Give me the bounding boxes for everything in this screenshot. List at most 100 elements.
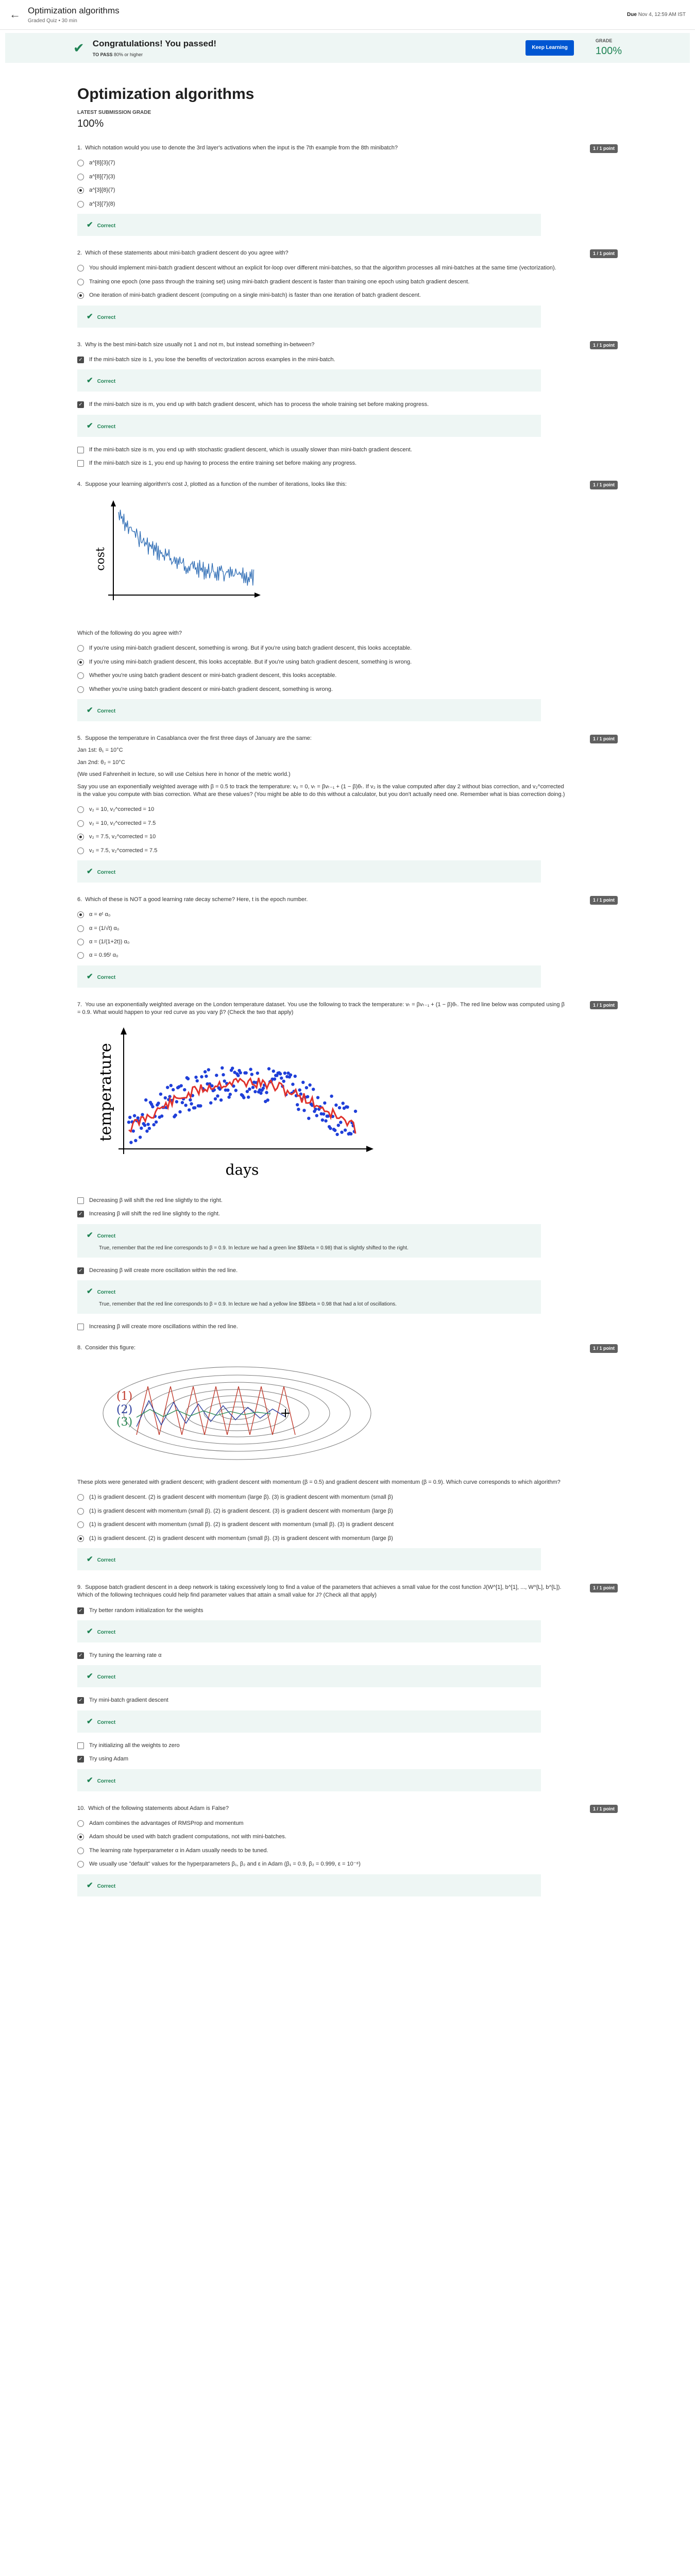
option-label: Decreasing β will shift the red line sli… (89, 1197, 223, 1204)
checkbox[interactable]: ✓ (77, 1652, 84, 1659)
checkbox[interactable] (77, 460, 84, 467)
answer-option[interactable]: ✓ Decreasing β will create more oscillati… (77, 1267, 566, 1275)
answer-option[interactable]: α = eᵗ α₀ (77, 911, 566, 919)
radio-button[interactable] (77, 1861, 84, 1868)
answer-option[interactable]: (1) is gradient descent. (2) is gradient… (77, 1494, 566, 1501)
data-point (329, 1126, 332, 1130)
points-badge: 1 / 1 point (589, 1804, 618, 1814)
answer-option[interactable]: (1) is gradient descent. (2) is gradient… (77, 1535, 566, 1543)
radio-button[interactable] (77, 820, 84, 827)
option-label: Try tuning the learning rate α (89, 1652, 162, 1659)
answer-option[interactable]: Training one epoch (one pass through the… (77, 278, 566, 286)
points-badge: 1 / 1 point (589, 144, 618, 153)
radio-button[interactable] (77, 1535, 84, 1542)
radio-button[interactable] (77, 686, 84, 693)
radio-button[interactable] (77, 939, 84, 946)
checkbox[interactable] (77, 1742, 84, 1749)
radio-button[interactable] (77, 1834, 84, 1841)
answer-option[interactable]: (1) is gradient descent with momentum (s… (77, 1521, 566, 1529)
radio-button[interactable] (77, 1521, 84, 1529)
answer-option[interactable]: (1) is gradient descent with momentum (s… (77, 1507, 566, 1515)
radio-button[interactable] (77, 847, 84, 854)
radio-button[interactable] (77, 645, 84, 652)
answer-option[interactable]: v₂ = 10, v₂^corrected = 7.5 (77, 820, 566, 827)
check-icon: ✔ (73, 40, 84, 56)
radio-button[interactable] (77, 658, 84, 666)
checkbox[interactable]: ✓ (77, 1756, 84, 1763)
answer-option[interactable]: ✓ Try tuning the learning rate α (77, 1652, 566, 1659)
answer-option[interactable]: v₂ = 7.5, v₂^corrected = 10 (77, 833, 566, 841)
data-point (166, 1086, 169, 1089)
points-badge: 1 / 1 point (589, 1344, 618, 1353)
answer-option[interactable]: Try initializing all the weights to zero (77, 1742, 566, 1750)
answer-option[interactable]: a^[8]{7}(3) (77, 173, 566, 181)
answer-option[interactable]: v₂ = 7.5, v₂^corrected = 7.5 (77, 847, 566, 855)
answer-option[interactable]: α = (1/√t) α₀ (77, 925, 566, 933)
data-point (326, 1114, 330, 1118)
radio-button[interactable] (77, 173, 84, 180)
answer-option[interactable]: a^[3]{8}(7) (77, 187, 566, 194)
answer-option[interactable]: Increasing β will create more oscillatio… (77, 1323, 566, 1331)
answer-option[interactable]: If you're using mini-batch gradient desc… (77, 645, 566, 652)
radio-button[interactable] (77, 187, 84, 194)
radio-button[interactable] (77, 200, 84, 208)
checkbox[interactable] (77, 446, 84, 453)
answer-option[interactable]: α = (1/(1+2t)) α₀ (77, 938, 566, 946)
radio-button[interactable] (77, 925, 84, 932)
radio-button[interactable] (77, 1494, 84, 1501)
checkbox[interactable] (77, 1197, 84, 1204)
radio-button[interactable] (77, 672, 84, 680)
radio-button[interactable] (77, 292, 84, 299)
answer-option[interactable]: ✓ Increasing β will shift the red line sl… (77, 1210, 566, 1218)
question-prompt: Consider this figure: (85, 1345, 136, 1351)
answer-option[interactable]: ✓ Try better random initialization for th… (77, 1607, 566, 1615)
answer-option[interactable]: ✓ If the mini-batch size is m, you end up… (77, 401, 566, 409)
answer-option[interactable]: v₂ = 10, v₂^corrected = 10 (77, 806, 566, 814)
keep-learning-button[interactable]: Keep Learning (526, 40, 574, 56)
answer-option[interactable]: Whether you're using batch gradient desc… (77, 686, 566, 693)
answer-option[interactable]: ✓ If the mini-batch size is 1, you lose t… (77, 356, 566, 364)
data-point (231, 1066, 234, 1070)
data-point (306, 1095, 310, 1098)
answer-option[interactable]: ✓ Try mini-batch gradient descent (77, 1697, 566, 1704)
answer-option[interactable]: Adam should be used with batch gradient … (77, 1833, 566, 1841)
question-4: 4. Suppose your learning algorithm's cost… (77, 481, 618, 721)
answer-option[interactable]: If you're using mini-batch gradient desc… (77, 658, 566, 666)
data-point (308, 1083, 312, 1087)
answer-option[interactable]: Decreasing β will shift the red line sli… (77, 1197, 566, 1205)
radio-button[interactable] (77, 160, 84, 167)
radio-button[interactable] (77, 952, 84, 959)
radio-button[interactable] (77, 806, 84, 814)
answer-option[interactable]: If the mini-batch size is m, you end up … (77, 446, 566, 454)
answer-option[interactable]: α = 0.95ᵗ α₀ (77, 952, 566, 959)
radio-button[interactable] (77, 265, 84, 272)
answer-option[interactable]: You should implement mini-batch gradient… (77, 264, 566, 272)
answer-option[interactable]: ✓ Try using Adam (77, 1755, 566, 1763)
checkbox[interactable]: ✓ (77, 1211, 84, 1218)
answer-option[interactable]: a^[8]{3}(7) (77, 159, 566, 167)
checkbox[interactable]: ✓ (77, 1697, 84, 1704)
checkbox[interactable]: ✓ (77, 356, 84, 363)
data-point (205, 1074, 208, 1078)
checkbox[interactable]: ✓ (77, 401, 84, 409)
radio-button[interactable] (77, 1507, 84, 1515)
radio-button[interactable] (77, 834, 84, 841)
answer-option[interactable]: Whether you're using batch gradient desc… (77, 672, 566, 680)
answer-option[interactable]: a^[3]{7}(8) (77, 200, 566, 208)
back-arrow-icon[interactable]: ← (9, 8, 21, 21)
answer-option[interactable]: If the mini-batch size is 1, you end up … (77, 460, 566, 467)
checkbox[interactable] (77, 1324, 84, 1330)
question-number: 2. (77, 249, 82, 256)
radio-button[interactable] (77, 278, 84, 285)
radio-button[interactable] (77, 911, 84, 919)
answer-option[interactable]: We usually use "default" values for the … (77, 1860, 566, 1868)
answer-option[interactable]: The learning rate hyperparameter α in Ad… (77, 1847, 566, 1855)
answer-option[interactable]: One iteration of mini-batch gradient des… (77, 292, 566, 299)
question-5: 5. Suppose the temperature in Casablanca … (77, 735, 618, 883)
radio-button[interactable] (77, 1847, 84, 1854)
checkbox[interactable]: ✓ (77, 1607, 84, 1614)
question-2: 2. Which of these statements about mini-b… (77, 249, 618, 328)
checkbox[interactable]: ✓ (77, 1267, 84, 1274)
answer-option[interactable]: Adam combines the advantages of RMSProp … (77, 1820, 566, 1827)
radio-button[interactable] (77, 1820, 84, 1827)
